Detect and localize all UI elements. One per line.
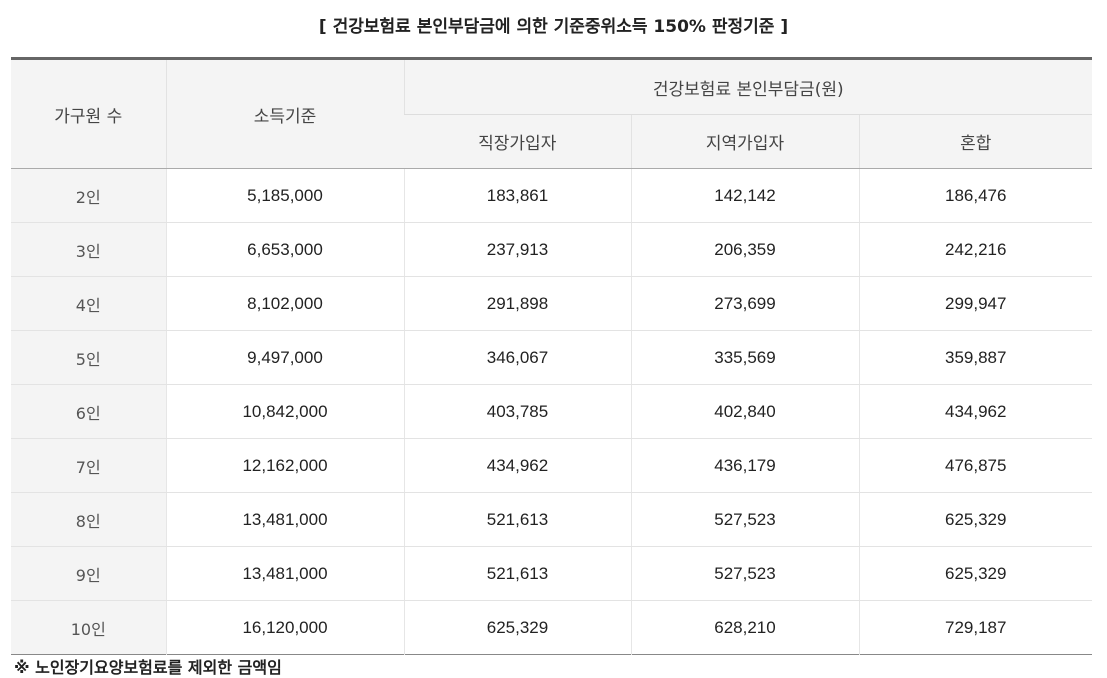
- income-cell: 5,185,000: [165, 168, 404, 223]
- regional-cell: 142,142: [630, 168, 859, 223]
- employee-cell: 625,329: [403, 600, 631, 655]
- regional-cell: 206,359: [630, 222, 859, 277]
- employee-cell: 521,613: [403, 492, 631, 547]
- mixed-cell: 476,875: [858, 438, 1092, 493]
- income-cell: 10,842,000: [165, 384, 404, 439]
- regional-cell: 527,523: [630, 492, 859, 547]
- header-members: 가구원 수: [11, 58, 166, 169]
- employee-cell: 434,962: [403, 438, 631, 493]
- page-title: [ 건강보험료 본인부담금에 의한 기준중위소득 150% 판정기준 ]: [318, 17, 789, 37]
- income-cell: 6,653,000: [165, 222, 404, 277]
- header-income: 소득기준: [165, 58, 404, 169]
- regional-cell: 273,699: [630, 276, 859, 331]
- regional-cell: 335,569: [630, 330, 859, 385]
- employee-cell: 237,913: [403, 222, 631, 277]
- header-premium-group: 건강보험료 본인부담금(원): [403, 58, 1092, 115]
- table-body: 2인 5,185,000 183,861 142,142 186,476 3인 …: [11, 168, 1092, 655]
- footnote: ※ 노인장기요양보험료를 제외한 금액임: [14, 658, 282, 677]
- members-cell: 2인: [11, 168, 166, 223]
- mixed-cell: 359,887: [858, 330, 1092, 385]
- employee-cell: 346,067: [403, 330, 631, 385]
- members-cell: 5인: [11, 330, 166, 385]
- income-cell: 13,481,000: [165, 492, 404, 547]
- regional-cell: 402,840: [630, 384, 859, 439]
- table-row: 8인 13,481,000 521,613 527,523 625,329: [11, 492, 1092, 547]
- regional-cell: 628,210: [630, 600, 859, 655]
- income-cell: 12,162,000: [165, 438, 404, 493]
- table-row: 10인 16,120,000 625,329 628,210 729,187: [11, 600, 1092, 655]
- table-row: 6인 10,842,000 403,785 402,840 434,962: [11, 384, 1092, 439]
- mixed-cell: 299,947: [858, 276, 1092, 331]
- criteria-table: 가구원 수 소득기준 건강보험료 본인부담금(원) 직장가입자 지역가입자 혼합…: [11, 57, 1092, 655]
- employee-cell: 291,898: [403, 276, 631, 331]
- mixed-cell: 434,962: [858, 384, 1092, 439]
- income-cell: 8,102,000: [165, 276, 404, 331]
- members-cell: 4인: [11, 276, 166, 331]
- mixed-cell: 625,329: [858, 546, 1092, 601]
- table-row: 5인 9,497,000 346,067 335,569 359,887: [11, 330, 1092, 385]
- members-cell: 7인: [11, 438, 166, 493]
- employee-cell: 183,861: [403, 168, 631, 223]
- mixed-cell: 242,216: [858, 222, 1092, 277]
- regional-cell: 436,179: [630, 438, 859, 493]
- header-regional: 지역가입자: [630, 114, 859, 169]
- mixed-cell: 186,476: [858, 168, 1092, 223]
- income-cell: 16,120,000: [165, 600, 404, 655]
- employee-cell: 521,613: [403, 546, 631, 601]
- mixed-cell: 625,329: [858, 492, 1092, 547]
- income-cell: 13,481,000: [165, 546, 404, 601]
- members-cell: 3인: [11, 222, 166, 277]
- regional-cell: 527,523: [630, 546, 859, 601]
- header-employee: 직장가입자: [404, 114, 631, 169]
- table-row: 9인 13,481,000 521,613 527,523 625,329: [11, 546, 1092, 601]
- income-cell: 9,497,000: [165, 330, 404, 385]
- members-cell: 9인: [11, 546, 166, 601]
- employee-cell: 403,785: [403, 384, 631, 439]
- members-cell: 10인: [11, 600, 166, 655]
- table-row: 7인 12,162,000 434,962 436,179 476,875: [11, 438, 1092, 493]
- table-row: 3인 6,653,000 237,913 206,359 242,216: [11, 222, 1092, 277]
- members-cell: 6인: [11, 384, 166, 439]
- table-row: 4인 8,102,000 291,898 273,699 299,947: [11, 276, 1092, 331]
- table-row: 2인 5,185,000 183,861 142,142 186,476: [11, 168, 1092, 223]
- mixed-cell: 729,187: [858, 600, 1092, 655]
- header-mixed: 혼합: [858, 114, 1092, 169]
- members-cell: 8인: [11, 492, 166, 547]
